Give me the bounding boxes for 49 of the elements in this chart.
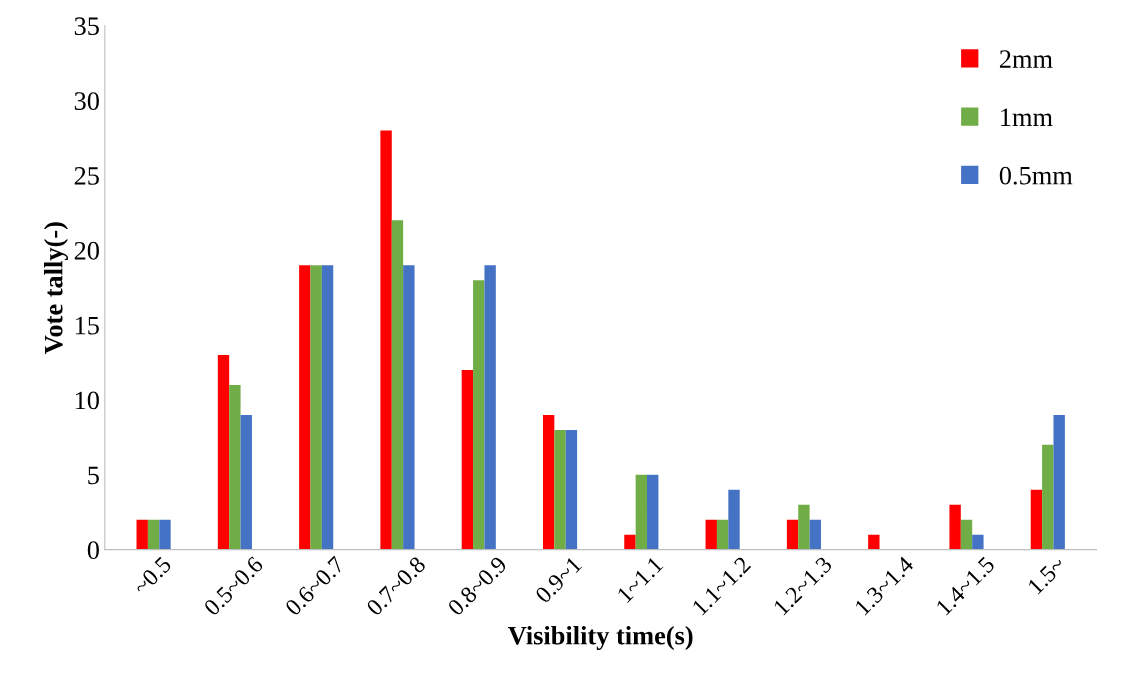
- bar: [647, 474, 659, 550]
- x-tick-label: 1.5~: [1027, 555, 1067, 595]
- bar: [542, 414, 555, 550]
- bar: [786, 519, 799, 550]
- bar: [403, 265, 415, 550]
- bar: [716, 519, 729, 550]
- bar: [1042, 444, 1054, 550]
- bar: [147, 519, 160, 550]
- bar: [321, 265, 334, 550]
- bar: [391, 220, 404, 550]
- bar: [380, 130, 392, 550]
- x-tick-label: ~0.5: [132, 555, 173, 596]
- bar: [624, 534, 636, 550]
- y-tick-label: 20: [74, 241, 99, 260]
- bar: [461, 370, 474, 550]
- bar: [868, 534, 880, 550]
- bar: [159, 519, 171, 550]
- bar: [473, 280, 485, 550]
- bar: [798, 504, 810, 550]
- y-tick-label: 25: [74, 167, 99, 185]
- bar: [310, 265, 322, 550]
- bar: [705, 519, 717, 550]
- bar: [949, 504, 961, 550]
- bar: [1053, 414, 1065, 550]
- legend-label: 0.5mm: [999, 166, 1073, 185]
- bar: [136, 519, 148, 550]
- bar: [1030, 489, 1043, 550]
- y-tick-label: 15: [75, 316, 99, 335]
- bar: [809, 519, 821, 550]
- bar: [972, 534, 984, 550]
- y-tick-label: 5: [88, 466, 99, 485]
- bar: [240, 414, 252, 550]
- legend-label: 2mm: [999, 50, 1053, 68]
- bar: [299, 265, 311, 550]
- bar: [554, 429, 566, 550]
- bar: [960, 519, 973, 550]
- bar: [217, 355, 230, 550]
- legend-label: 1mm: [1001, 108, 1053, 126]
- bar: [229, 384, 241, 550]
- bar: [565, 429, 578, 550]
- bar: [484, 265, 496, 550]
- bar: [635, 474, 648, 550]
- x-axis-title: Visibility time(s): [508, 625, 693, 650]
- y-tick-label: 10: [75, 391, 99, 410]
- y-tick-label: 35: [74, 17, 99, 36]
- y-tick-label: 0: [87, 541, 99, 560]
- y-axis-title: Vote tally(-): [44, 222, 69, 354]
- y-tick-label: 30: [74, 92, 99, 110]
- bar: [728, 489, 740, 550]
